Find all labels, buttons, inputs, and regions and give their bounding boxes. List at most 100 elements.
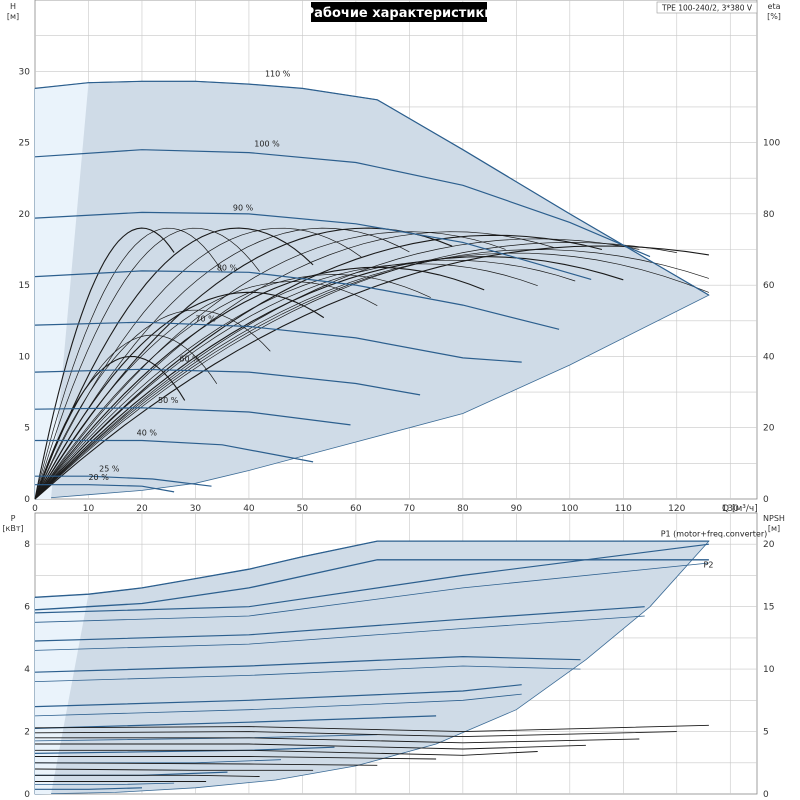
p-tick-label: 4 [24, 665, 30, 675]
head-curve-label: 70 % [195, 315, 216, 324]
y-tick-label: 5 [24, 424, 30, 434]
power-series-label: P2 [704, 561, 714, 570]
npsh-tick-label: 15 [763, 603, 774, 613]
power-series-curve [34, 559, 709, 611]
npsh-curve [35, 737, 640, 744]
top-axes: 0 10 20 30 40 50 60 70 80 90 100 110 120 130 0 5 10 15 20 2… [7, 2, 781, 514]
eta-curve [34, 334, 218, 500]
x-tick-label: 120 [668, 504, 685, 514]
eta-curve [34, 309, 271, 500]
y-tick-label: 30 [19, 67, 31, 77]
eta-curve [34, 227, 223, 500]
x-tick-label: 40 [243, 504, 255, 514]
power-curve [34, 655, 581, 673]
low-speed-region [35, 82, 89, 499]
head-curve-label: 100 % [254, 139, 280, 148]
npsh-tick-label: 10 [763, 665, 775, 675]
head-curve [35, 439, 314, 463]
eta-curve [34, 231, 554, 500]
y-axis-label: H [10, 2, 16, 11]
head-curve [34, 80, 710, 296]
power-curve [34, 615, 645, 651]
eta-curve [34, 249, 710, 500]
y2-axis-unit: [%] [767, 12, 781, 21]
y-tick-label: 20 [19, 210, 31, 220]
x-tick-label: 110 [615, 504, 632, 514]
eta-curve [34, 242, 677, 500]
npsh-curves [34, 724, 709, 782]
head-curves: 110 % 100 % 90 % 80 % 70 % 60 % 50 % 40 % 25 %20… [34, 69, 710, 493]
p-tick-label: 6 [24, 603, 30, 613]
bottom-axes: 0 2 4 6 8 0 5 10 15 20 P[кВт] NPSH[м] [2, 514, 785, 800]
power-curve [34, 562, 709, 623]
y2-tick-label: 40 [763, 352, 775, 362]
eta-curve [34, 274, 431, 500]
head-efficiency-panel: 110 %100 %90 %80 %70 %60 %50 %40 %25 %20… [7, 0, 781, 514]
eta-curve [34, 256, 624, 500]
head-curve [34, 270, 560, 330]
eta-curve [34, 231, 506, 500]
eta-curve [34, 355, 186, 500]
eta-curve [34, 252, 710, 500]
head-curve-label: 110 % [265, 69, 291, 78]
y2-tick-label: 60 [763, 281, 775, 291]
eta-curve [34, 291, 325, 500]
power-curve [34, 715, 437, 729]
head-curve [35, 484, 175, 493]
npsh-curve [35, 749, 538, 756]
head-curve [35, 475, 212, 487]
y-tick-label: 15 [19, 281, 30, 291]
p-axis-unit: [кВт] [2, 524, 23, 533]
y2-tick-label: 20 [763, 424, 775, 434]
named-power-curves: P1 (motor+freq.converter) P2 [34, 529, 767, 611]
head-curve-label: 90 % [233, 203, 254, 212]
power-curve [35, 787, 143, 790]
x-tick-label: 70 [404, 504, 416, 514]
head-curve-label: 25 % [99, 464, 120, 473]
x-tick-label: 80 [457, 504, 469, 514]
x-tick-label: 130 [722, 504, 739, 514]
x-tick-label: 60 [350, 504, 362, 514]
y2-tick-label: 0 [763, 495, 769, 505]
p-axis-label: P [11, 514, 16, 523]
p-tick-label: 0 [24, 790, 30, 800]
head-curve [34, 407, 351, 426]
npsh-curve [35, 774, 260, 777]
eta-curve [34, 238, 640, 500]
y-tick-label: 10 [19, 352, 31, 362]
y-tick-label: 0 [24, 495, 30, 505]
x-tick-label: 30 [190, 504, 202, 514]
eta-curve [34, 259, 576, 500]
npsh-curve [34, 768, 314, 771]
npsh-curve [34, 724, 709, 733]
title-background [311, 2, 487, 22]
power-curve [34, 606, 645, 642]
power-npsh-panel: P1 (motor+freq.converter) P2 0 2 4 6 8 0 5 10 15 20… [2, 512, 785, 800]
y-tick-label: 25 [19, 139, 30, 149]
x-tick-label: 0 [32, 504, 38, 514]
y-axis-unit: [м] [7, 12, 19, 21]
eta-curve [34, 227, 314, 500]
npsh-tick-label: 0 [763, 790, 769, 800]
eta-curve [34, 281, 378, 500]
eta-curve [34, 227, 175, 500]
chart-title: Рабочие характеристики [305, 6, 494, 21]
npsh-axis-unit: [м] [768, 524, 780, 533]
head-curve-label: 80 % [217, 263, 238, 272]
power-curve [34, 684, 522, 708]
npsh-curve [34, 762, 378, 766]
npsh-curve [35, 743, 586, 750]
head-curve-label: 20 % [88, 473, 109, 482]
head-curve [34, 149, 651, 258]
npsh-curve [34, 731, 677, 738]
x-tick-label: 10 [83, 504, 95, 514]
head-curve-label: 50 % [158, 396, 179, 405]
head-curve [34, 368, 421, 396]
y2-tick-label: 80 [763, 210, 775, 220]
power-curve [35, 782, 175, 785]
x-tick-label: 90 [511, 504, 523, 514]
model-label: TPE 100-240/2, 3*380 V [661, 4, 753, 13]
head-curve [34, 211, 592, 280]
power-series-curve [34, 540, 709, 598]
x-tick-label: 20 [136, 504, 148, 514]
